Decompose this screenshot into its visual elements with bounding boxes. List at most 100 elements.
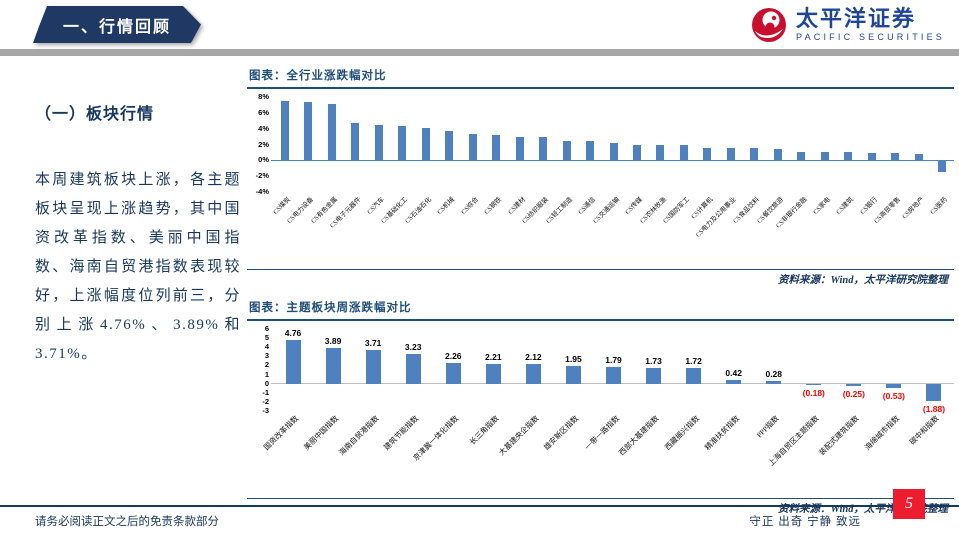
category-label: 西藏振兴指数 — [662, 413, 701, 452]
bar — [844, 152, 853, 161]
category-label: 国资改革指数 — [261, 413, 301, 452]
bar — [606, 367, 621, 384]
bar — [914, 154, 923, 161]
bar — [656, 145, 665, 161]
value-label: (0.25) — [842, 388, 865, 399]
footer: 请务必阅读正文之后的免责条款部分 守正 出奇 宁静 致远 — [0, 509, 959, 529]
value-label: 2.26 — [444, 351, 462, 362]
category-label: 海南自贸港指数 — [336, 413, 381, 458]
value-label: 3.89 — [324, 336, 342, 347]
category-label: 美丽中国指数 — [301, 413, 341, 452]
bar — [609, 142, 618, 161]
y-tick: 6% — [258, 107, 269, 117]
logo-name-cn: 太平洋证券 — [796, 6, 917, 31]
bar — [703, 147, 712, 161]
bar — [846, 383, 862, 386]
bar — [565, 365, 581, 384]
bar — [891, 153, 900, 161]
bar — [562, 141, 571, 161]
logo-text: 太平洋证券 PACIFIC SECURITIES — [796, 8, 945, 42]
bar — [679, 145, 688, 161]
category-label: 精准扶贫指数 — [702, 413, 741, 452]
y-tick: 2 — [264, 360, 269, 370]
y-tick: -3 — [262, 406, 269, 415]
bar — [820, 152, 829, 161]
bar — [750, 148, 759, 161]
header-divider — [0, 49, 959, 56]
category-label: 海绵城市指数 — [862, 413, 901, 452]
y-tick: -1 — [262, 387, 269, 397]
theme-chart-block: 图表：主题板块周涨跌幅对比 6 5 4 3 2 1 0 -1 -2 -3 4.76 3.89 3.71… — [247, 298, 954, 516]
category-label: 大基建央企指数 — [496, 413, 541, 458]
y-axis: 6 5 4 3 2 1 0 -1 -2 -3 — [247, 324, 273, 415]
category-label: CS综合 — [459, 196, 480, 216]
bar — [646, 367, 662, 384]
category-label: CS医药 — [929, 196, 950, 216]
y-tick: 4% — [258, 123, 269, 133]
y-tick: -2 — [262, 396, 269, 406]
bar — [867, 153, 876, 161]
category-label: CS家电 — [812, 196, 832, 216]
bar — [285, 340, 301, 384]
y-axis: 8% 6% 4% 2% 0% -2% -4% — [247, 92, 273, 196]
category-label: CS钢铁 — [483, 196, 504, 216]
pacific-securities-logo-icon — [752, 8, 787, 42]
category-label: 建筑节能指数 — [382, 413, 421, 452]
theme-bar-chart: 6 5 4 3 2 1 0 -1 -2 -3 4.76 3.89 3.71 3.23 2.26 2.21 2.… — [247, 324, 954, 497]
y-tick: 4 — [264, 342, 269, 352]
bar — [886, 383, 902, 389]
value-label: 3.71 — [364, 337, 382, 348]
y-tick: 0% — [258, 155, 269, 165]
subsection-heading: （一）板块行情 — [35, 106, 155, 123]
category-label: 雄安新区指数 — [542, 413, 581, 452]
category-label: CS房地产 — [901, 196, 926, 221]
value-label: 1.79 — [605, 355, 622, 366]
industry-chart-block: 图表：全行业涨跌幅对比 8% 6% 4% 2% 0% -2% -4% CS煤炭 CS电力设备 C… — [247, 66, 954, 287]
summary-paragraph: 本周建筑板块上涨，各主题板块呈现上涨趋势，其中国资改革指数、美丽中国指数、海南自… — [35, 172, 241, 362]
bar — [632, 144, 641, 161]
y-tick: 3 — [264, 351, 269, 361]
bar — [492, 135, 501, 161]
value-label: 1.95 — [565, 353, 582, 364]
value-label: (0.18) — [802, 388, 825, 399]
x-axis-labels: 国资改革指数 美丽中国指数 海南自贸港指数 建筑节能指数 京津冀一体化指数 长三角指数 大基… — [262, 411, 954, 497]
y-tick: 1 — [264, 369, 269, 379]
bar — [515, 136, 524, 161]
bar — [726, 379, 742, 384]
category-label: 长三角指数 — [467, 413, 501, 447]
y-tick: 8% — [258, 92, 269, 101]
value-label: 2.12 — [525, 352, 542, 363]
category-label: CS机械 — [436, 196, 457, 216]
bar — [525, 364, 541, 384]
value-label: 4.76 — [284, 328, 302, 339]
bar — [468, 134, 477, 161]
page-number: 5 — [893, 489, 925, 519]
y-tick: 6 — [264, 324, 269, 333]
bar — [806, 383, 822, 386]
y-tick: 5 — [264, 333, 269, 343]
value-label: 2.21 — [485, 351, 502, 362]
bar — [926, 383, 942, 401]
y-tick: -4% — [255, 187, 269, 196]
value-label: 1.73 — [645, 355, 662, 366]
bar — [773, 149, 782, 161]
logo-name-en: PACIFIC SECURITIES — [796, 32, 945, 42]
disclaimer-text: 请务必阅读正文之后的免责条款部分 — [35, 516, 219, 528]
category-label: 装配式建筑指数 — [817, 413, 861, 458]
value-label: 0.28 — [765, 369, 783, 380]
value-label: (1.88) — [922, 403, 946, 414]
bar — [365, 349, 381, 384]
bar — [421, 127, 430, 161]
category-label: 一带一路指数 — [582, 413, 621, 452]
plot-area: 4.76 3.89 3.71 3.23 2.26 2.21 2.12 1.95 1.79 1.73… — [262, 328, 954, 497]
bar — [304, 101, 313, 161]
bar — [405, 354, 421, 384]
category-label: PPP指数 — [755, 413, 781, 440]
bar — [398, 125, 407, 161]
value-label: (0.53) — [882, 391, 906, 402]
bar — [445, 363, 461, 384]
category-label: 西部大基建指数 — [617, 413, 661, 458]
bar — [726, 148, 735, 161]
zero-axis-line — [271, 159, 954, 161]
y-tick: 2% — [258, 139, 269, 149]
